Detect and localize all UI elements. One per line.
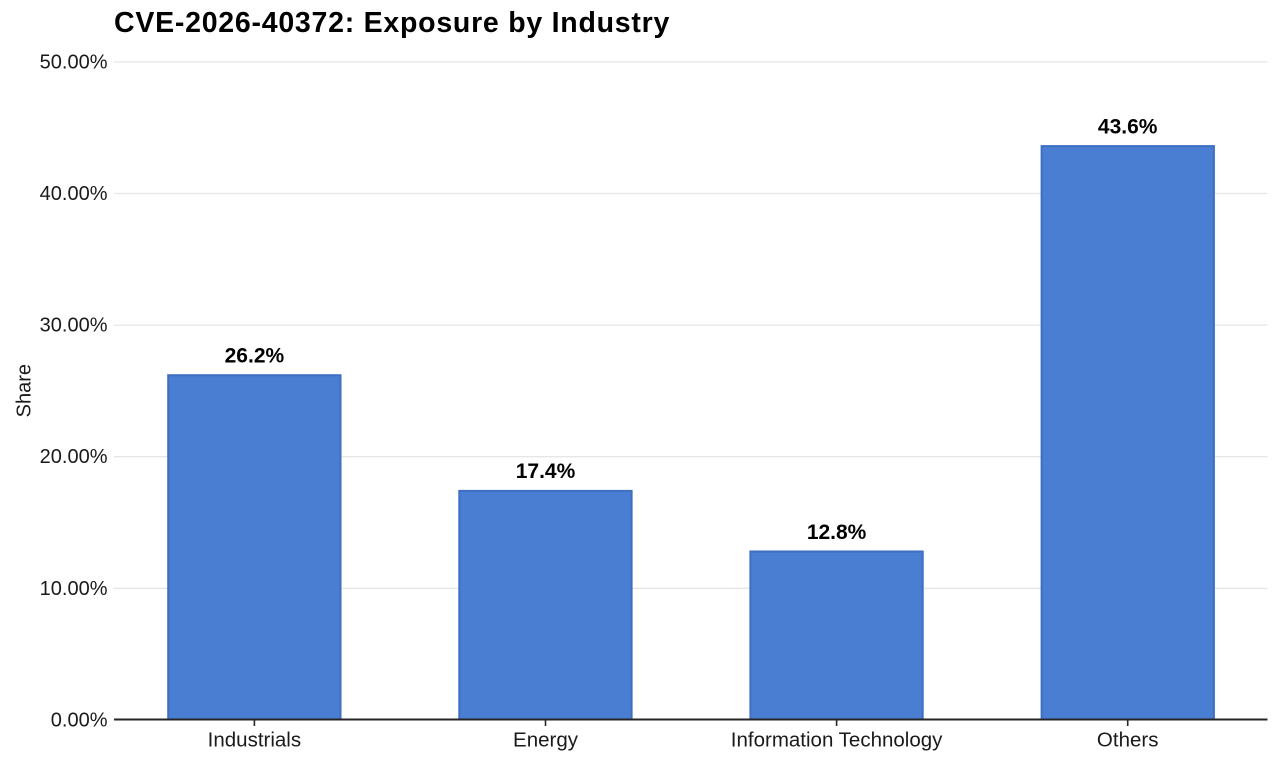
svg-text:30.00%: 30.00%	[40, 315, 108, 337]
svg-text:10.00%: 10.00%	[40, 578, 108, 600]
svg-text:20.00%: 20.00%	[40, 446, 108, 468]
svg-text:CVE-2026-40372: Exposure by In: CVE-2026-40372: Exposure by Industry	[114, 7, 670, 39]
svg-text:17.4%: 17.4%	[516, 460, 576, 483]
svg-text:Share: Share	[14, 364, 36, 417]
svg-text:Energy: Energy	[513, 729, 579, 752]
svg-text:26.2%: 26.2%	[225, 345, 285, 368]
svg-text:Information Technology: Information Technology	[731, 729, 943, 752]
svg-text:40.00%: 40.00%	[40, 183, 108, 205]
svg-text:0.00%: 0.00%	[51, 709, 108, 731]
svg-text:Others: Others	[1097, 729, 1159, 752]
svg-text:50.00%: 50.00%	[40, 51, 108, 73]
svg-text:Industrials: Industrials	[208, 729, 301, 752]
svg-text:12.8%: 12.8%	[807, 521, 867, 544]
svg-text:43.6%: 43.6%	[1098, 115, 1158, 138]
